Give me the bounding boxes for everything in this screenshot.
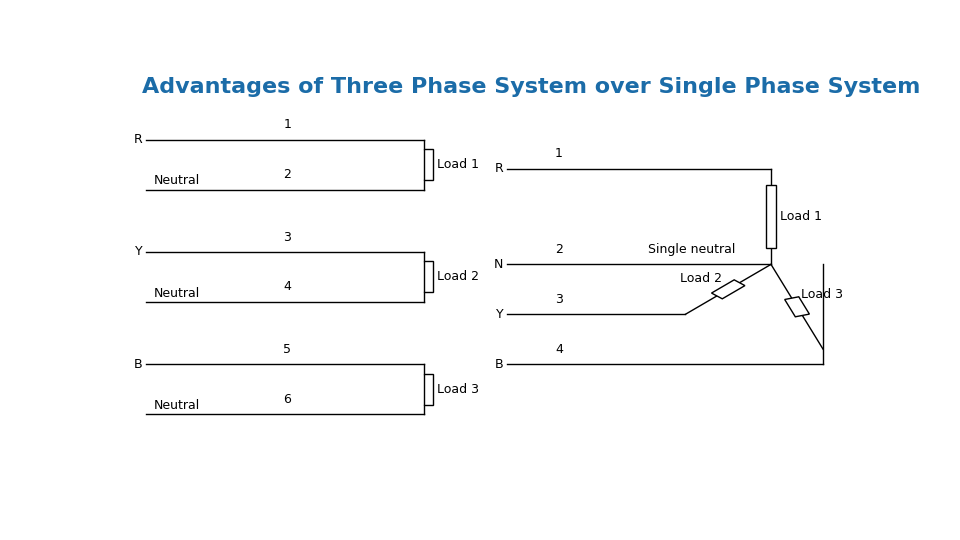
Bar [424, 149, 433, 180]
Text: Neutral: Neutral [154, 399, 200, 412]
Text: Advantages of Three Phase System over Single Phase System: Advantages of Three Phase System over Si… [142, 77, 921, 97]
Text: Load 3: Load 3 [437, 383, 479, 396]
Text: 2: 2 [555, 243, 563, 256]
Text: Neutral: Neutral [154, 174, 200, 187]
Text: Load 2: Load 2 [680, 272, 722, 285]
Polygon shape [711, 280, 745, 299]
Polygon shape [784, 297, 809, 317]
Text: B: B [494, 357, 503, 370]
Text: R: R [494, 162, 503, 176]
Text: 6: 6 [283, 393, 291, 406]
Text: Y: Y [495, 308, 503, 321]
Text: Y: Y [134, 245, 142, 259]
Text: Neutral: Neutral [154, 287, 200, 300]
Text: R: R [133, 133, 142, 146]
Text: 1: 1 [283, 118, 291, 131]
Text: Single neutral: Single neutral [648, 243, 735, 256]
Text: 4: 4 [555, 343, 563, 356]
Text: Load 1: Load 1 [437, 158, 479, 171]
Bar [424, 261, 433, 293]
Text: Load 1: Load 1 [780, 210, 822, 223]
Text: Load 3: Load 3 [801, 288, 843, 301]
Text: 3: 3 [283, 231, 291, 244]
Text: 2: 2 [283, 168, 291, 181]
Text: 5: 5 [283, 343, 292, 356]
Bar [766, 185, 776, 248]
Text: Load 2: Load 2 [437, 271, 479, 284]
Text: 4: 4 [283, 280, 291, 294]
Text: 1: 1 [555, 147, 563, 160]
Text: 3: 3 [555, 293, 563, 306]
Text: B: B [133, 357, 142, 370]
Text: N: N [493, 258, 503, 271]
Bar [424, 374, 433, 404]
